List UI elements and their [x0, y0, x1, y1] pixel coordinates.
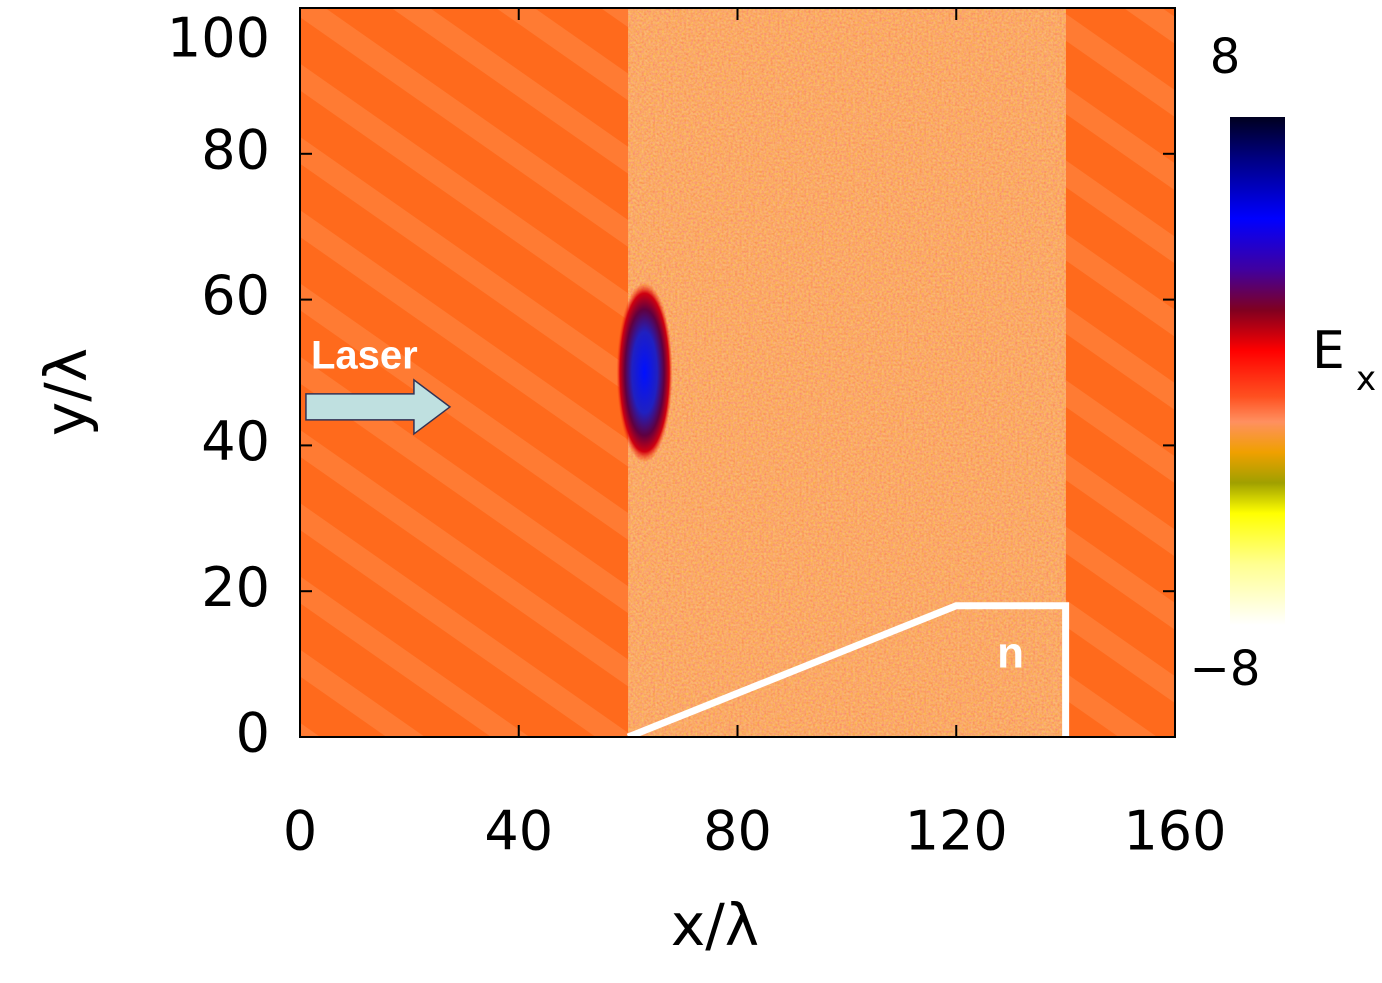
plasma-noise [628, 8, 1066, 737]
colorbar-tick-label: −8 [1190, 641, 1261, 697]
y-tick-label: 0 [236, 702, 270, 765]
colorbar-label: E [1312, 321, 1345, 381]
y-axis-label: y/λ [32, 348, 100, 436]
colorbar [1230, 117, 1285, 625]
y-tick-label: 60 [201, 264, 270, 327]
x-axis-label: x/λ [671, 891, 759, 959]
density-profile [626, 602, 1070, 741]
density-label: n [997, 628, 1024, 677]
laser-arrow [305, 378, 452, 436]
x-tick-label: 120 [905, 800, 1008, 863]
y-tick-label: 80 [201, 118, 270, 181]
y-tick-label: 100 [167, 7, 270, 70]
y-tick-label: 40 [201, 410, 270, 473]
colorbar-label-sub: x [1356, 359, 1376, 399]
x-tick-label: 80 [703, 800, 772, 863]
annotation: Laser [311, 333, 418, 377]
y-tick-label: 20 [201, 556, 270, 619]
colorbar-tick-label: 8 [1210, 29, 1241, 85]
x-tick-label: 40 [484, 800, 553, 863]
x-tick-label: 0 [283, 800, 317, 863]
x-tick-label: 160 [1123, 800, 1226, 863]
plot-area: n Laser [300, 8, 1175, 741]
laser-pulse [616, 282, 673, 463]
